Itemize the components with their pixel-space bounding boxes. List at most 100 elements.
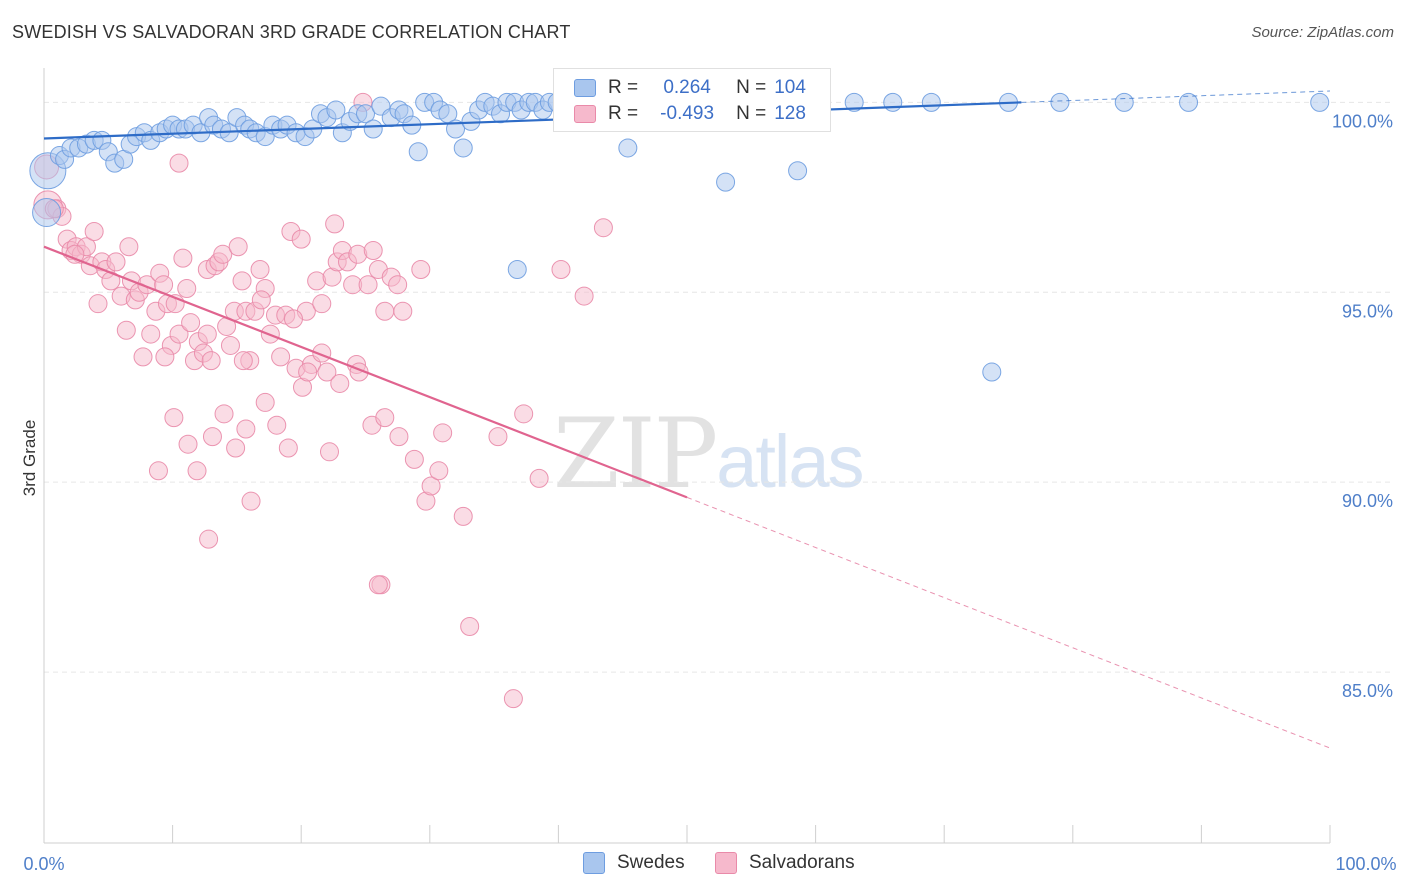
salvadorans-point: [429, 461, 449, 481]
salvadorans-trend-line: [43, 245, 688, 499]
salvadorans-point: [291, 229, 311, 249]
watermark: ZIPatlas: [553, 398, 865, 510]
y-tick-label: 100.0%: [1332, 111, 1393, 131]
swedes-point: [1310, 92, 1330, 112]
swedes-point: [618, 138, 638, 158]
chart-source: Source: ZipAtlas.com: [1251, 24, 1394, 41]
salvadorans-point: [236, 419, 256, 439]
salvadorans-point: [213, 244, 233, 264]
swedes-points: [29, 92, 1330, 382]
salvadorans-point: [84, 222, 104, 242]
x-tick-label-max: 100.0%: [1335, 854, 1396, 874]
salvadorans-point: [404, 449, 424, 469]
swedes-r-label: R =: [608, 77, 639, 98]
salvadorans-point: [317, 362, 337, 382]
grid-lines: [44, 101, 1390, 673]
salvadorans-point: [133, 347, 153, 367]
salvadorans-point: [241, 491, 261, 511]
swedes-point: [1179, 92, 1199, 112]
salvadorans-point: [173, 248, 193, 268]
salvadorans-point: [178, 434, 198, 454]
legend-item-swedes[interactable]: Swedes: [583, 852, 685, 874]
trend-lines: [43, 90, 1331, 749]
swedes-point: [32, 198, 62, 228]
salvadorans-point: [330, 373, 350, 393]
salvadorans-point: [148, 461, 168, 481]
swedes-point: [363, 119, 383, 139]
salvadorans-points: [33, 92, 613, 709]
legend-item-salvadorans[interactable]: Salvadorans: [715, 852, 855, 874]
swedes-point: [883, 92, 903, 112]
swedes-point: [844, 92, 864, 112]
salvadorans-point: [325, 214, 345, 234]
salvadorans-point: [283, 309, 303, 329]
salvadorans-point: [574, 286, 594, 306]
salvadorans-point: [220, 335, 240, 355]
salvadorans-point: [202, 427, 222, 447]
salvadorans-point: [255, 392, 275, 412]
swedes-point: [921, 92, 941, 112]
salvadorans-point: [181, 313, 201, 333]
y-tick-label: 95.0%: [1342, 301, 1393, 321]
legend-row-swedes: R = 0.264 N = 104: [574, 75, 806, 101]
salvadorans-point: [106, 252, 126, 272]
salvadorans-point: [551, 259, 571, 279]
salvadorans-point: [187, 461, 207, 481]
salvadorans-trend-extension: [686, 496, 1331, 749]
swedes-trend-line: [43, 101, 1022, 140]
salvadorans-point: [267, 415, 287, 435]
x-tick-label-min: 0.0%: [23, 854, 64, 874]
swedes-swatch: [574, 79, 596, 97]
salvadorans-r-value: -0.493: [660, 103, 715, 124]
swedes-point: [356, 104, 375, 124]
salvadorans-point: [250, 259, 270, 279]
salvadorans-point: [177, 278, 197, 298]
salvadorans-n-value: 128: [774, 103, 806, 124]
y-axis-title: 3rd Grade: [20, 420, 39, 497]
swedes-legend-swatch: [583, 852, 605, 874]
swedes-point: [788, 161, 808, 181]
salvadorans-point: [155, 347, 175, 367]
salvadorans-r-label: R =: [608, 103, 639, 124]
salvadorans-point: [363, 241, 383, 261]
swedes-point: [1050, 92, 1070, 112]
swedes-point: [408, 142, 428, 162]
salvadorans-point: [141, 324, 161, 344]
salvadorans-point: [228, 237, 248, 257]
watermark-atlas: atlas: [716, 420, 864, 503]
swedes-r-value: 0.264: [663, 77, 711, 98]
salvadorans-legend-label: Salvadorans: [749, 852, 855, 873]
salvadorans-legend-swatch: [715, 852, 737, 874]
salvadorans-point: [298, 362, 318, 382]
salvadorans-point: [164, 408, 184, 428]
salvadorans-n-label: N =: [736, 103, 767, 124]
salvadorans-point: [169, 153, 189, 173]
salvadorans-point: [388, 275, 408, 295]
swedes-point: [453, 138, 473, 158]
salvadorans-point: [116, 320, 136, 340]
salvadorans-point: [199, 529, 219, 549]
salvadorans-point: [232, 271, 252, 291]
salvadorans-point: [278, 438, 298, 458]
salvadorans-point: [389, 427, 409, 447]
salvadorans-point: [460, 617, 480, 637]
salvadorans-point: [119, 237, 139, 257]
y-tick-label: 90.0%: [1342, 491, 1393, 511]
tick-labels: 85.0% 90.0% 95.0% 100.0% 0.0% 100.0% 3rd Grade: [20, 111, 1397, 874]
swedes-point: [982, 362, 1002, 382]
legend-row-salvadorans: R = -0.493 N = 128: [574, 101, 806, 127]
salvadorans-point: [529, 468, 549, 488]
salvadorans-point: [197, 324, 217, 344]
swedes-point: [507, 259, 527, 279]
salvadorans-point: [503, 689, 523, 709]
salvadorans-point: [214, 404, 234, 424]
chart-title: SWEDISH VS SALVADORAN 3RD GRADE CORRELAT…: [12, 22, 571, 42]
watermark-zip: ZIP: [553, 398, 718, 510]
salvadorans-point: [251, 290, 271, 310]
correlation-legend: R = 0.264 N = 104 R = -0.493 N = 128: [553, 68, 831, 132]
salvadorans-point: [375, 408, 395, 428]
salvadorans-point: [514, 404, 534, 424]
salvadorans-point: [393, 301, 413, 321]
salvadorans-point: [201, 351, 221, 371]
